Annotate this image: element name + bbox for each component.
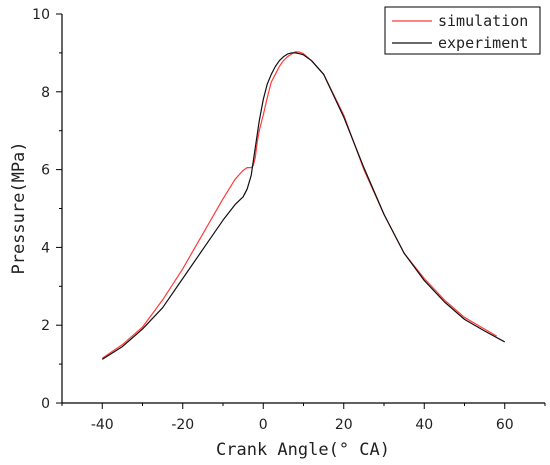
plot-area	[101, 51, 506, 360]
series-line-simulation	[101, 51, 498, 359]
x-tick-label: 60	[496, 417, 514, 433]
x-tick-label: -20	[171, 417, 194, 433]
x-axis-ticks: -40 -20 0 20 40 60	[61, 403, 546, 433]
y-tick-label: 10	[32, 7, 50, 23]
x-tick-label: 20	[335, 417, 353, 433]
x-tick-label: 0	[259, 417, 268, 433]
legend-label-experiment: experiment	[438, 34, 528, 52]
y-tick-label: 6	[41, 163, 50, 179]
series-line-experiment	[101, 52, 506, 360]
x-axis-title: Crank Angle(° CA)	[216, 440, 390, 460]
legend-box	[384, 6, 541, 55]
y-axis-ticks: 0 2 4 6 8 10	[32, 7, 62, 412]
y-tick-label: 4	[41, 240, 50, 256]
legend: simulation experiment	[384, 6, 541, 55]
y-axis-title: Pressure(MPa)	[9, 141, 29, 274]
y-tick-label: 8	[41, 85, 50, 101]
x-tick-label: -40	[91, 417, 114, 433]
x-tick-label: 40	[415, 417, 433, 433]
legend-label-simulation: simulation	[438, 12, 528, 30]
y-tick-label: 0	[41, 396, 50, 412]
y-tick-label: 2	[41, 318, 50, 334]
